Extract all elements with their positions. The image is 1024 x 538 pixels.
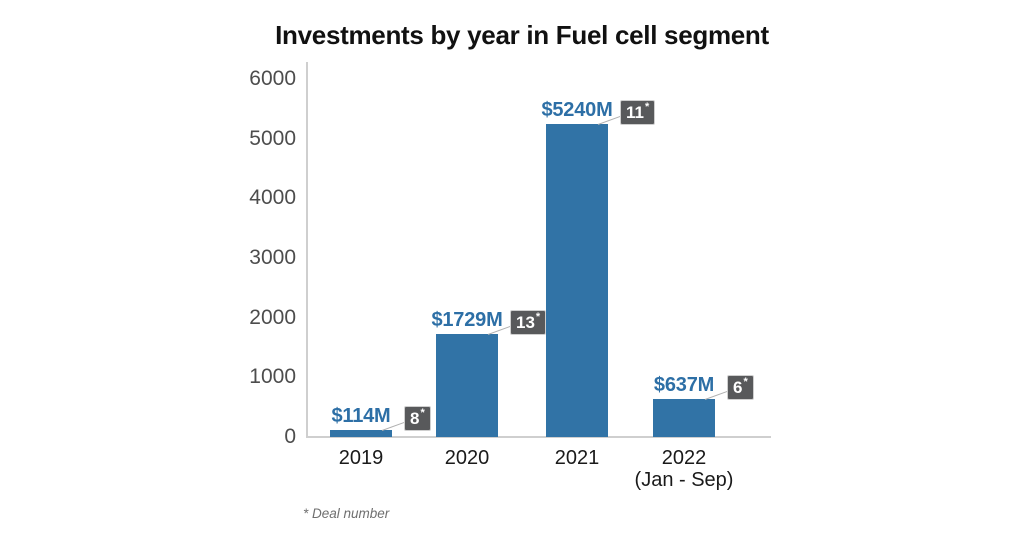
deal-count-value: 6 (733, 378, 743, 397)
chart-footnote: * Deal number (303, 506, 390, 521)
x-axis-label-line: 2019 (338, 447, 384, 469)
y-axis-line (306, 62, 308, 438)
x-axis-label: 2021 (502, 447, 652, 469)
y-axis-tick-label: 6000 (249, 67, 296, 90)
deal-count-badge: 13 * (510, 310, 547, 335)
bar-group-2019: $114M 8 * (330, 17, 431, 437)
bar-group-2020: $1729M 13 * (431, 17, 547, 437)
x-axis-label: 2020 (392, 447, 542, 469)
x-axis-label-line: 2021 (554, 447, 600, 469)
deal-count-badge: 8 * (404, 406, 431, 431)
bar-group-2021: $5240M 11 * (541, 17, 656, 437)
deal-count-value: 13 (516, 313, 535, 332)
value-label: $114M (331, 405, 391, 427)
y-axis-tick-label: 5000 (249, 126, 296, 150)
deal-count-asterisk: * (535, 311, 541, 323)
y-axis-tick-label: 0 (284, 425, 296, 448)
y-axis-tick-label: 4000 (249, 186, 296, 210)
x-axis-label: 2022 (Jan - Sep) (609, 447, 759, 491)
bar-group-2022: $637M 6 * (653, 17, 754, 437)
x-axis-label-line: 2022 (661, 447, 707, 469)
y-axis-tick-label: 2000 (249, 305, 296, 329)
value-label: $5240M (541, 99, 613, 121)
bar-2020 (436, 334, 498, 437)
deal-count-badge: 6 * (727, 375, 754, 400)
deal-count-asterisk: * (743, 376, 748, 388)
bar-2022 (653, 399, 715, 437)
value-label: $1729M (431, 309, 503, 331)
deal-count-badge: 11 * (620, 100, 656, 125)
chart-title: Investments by year in Fuel cell segment (275, 20, 769, 50)
y-axis-tick-label: 1000 (249, 365, 296, 389)
x-axis-label: 2019 (286, 447, 436, 469)
bar-2019 (330, 430, 392, 437)
deal-count-asterisk: * (420, 407, 425, 419)
y-axis-tick-label: 3000 (249, 246, 296, 269)
x-axis-label-line: (Jan - Sep) (634, 469, 734, 491)
bar-2021 (546, 124, 608, 437)
value-label: $637M (653, 374, 715, 396)
x-axis-label-line: 2020 (444, 447, 490, 469)
deal-count-value: 8 (410, 409, 420, 428)
deal-count-asterisk: * (644, 101, 650, 113)
x-axis-line (306, 436, 771, 438)
deal-count-value: 11 (626, 103, 644, 122)
